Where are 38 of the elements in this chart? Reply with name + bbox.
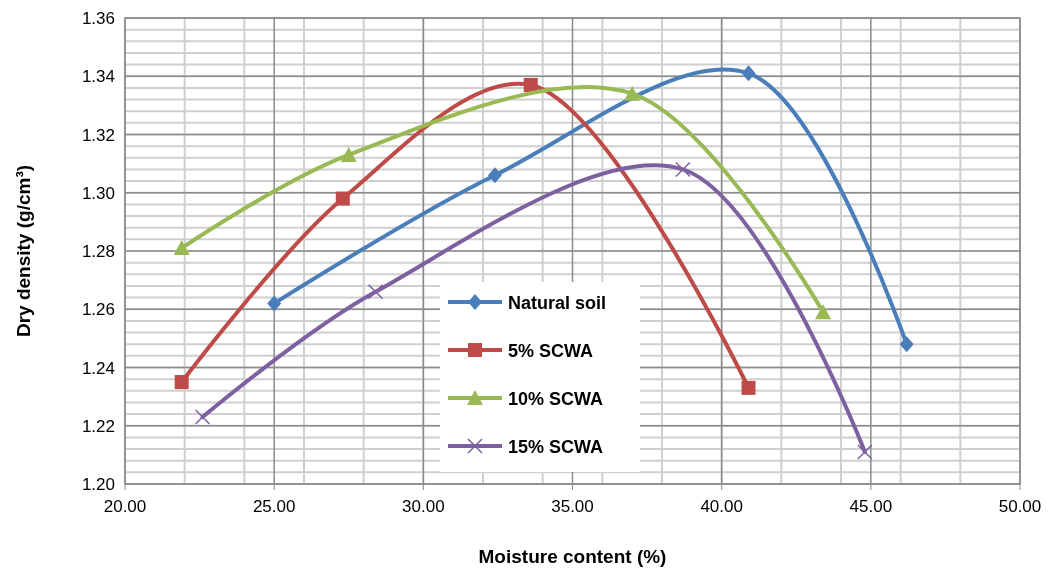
point xyxy=(174,375,189,390)
point xyxy=(624,85,641,101)
y-tick-label: 1.30 xyxy=(81,183,115,203)
legend-label: Natural soil xyxy=(508,293,607,313)
y-tick-label: 1.28 xyxy=(81,242,115,261)
point xyxy=(340,146,357,162)
y-tick-label: 1.26 xyxy=(81,300,115,320)
y-tick-label: 1.32 xyxy=(81,125,115,145)
x-tick-label: 30.00 xyxy=(402,497,445,516)
point xyxy=(267,295,282,312)
x-tick-label: 20.00 xyxy=(103,497,147,516)
point xyxy=(815,304,832,320)
point xyxy=(741,65,756,82)
x-tick-label: 35.00 xyxy=(551,497,594,516)
y-tick-label: 1.24 xyxy=(81,358,115,378)
point xyxy=(857,444,873,460)
point xyxy=(741,380,756,395)
x-tick-label: 40.00 xyxy=(700,497,743,516)
point xyxy=(367,284,384,300)
point xyxy=(523,77,538,92)
point xyxy=(173,240,190,256)
y-tick-label: 1.36 xyxy=(81,9,115,28)
x-tick-label: 45.00 xyxy=(849,497,893,516)
point xyxy=(487,167,502,184)
y-tick-label: 1.20 xyxy=(81,475,115,494)
legend-label: 5% SCWA xyxy=(508,341,594,361)
y-tick-label: 1.22 xyxy=(81,416,115,436)
legend-label: 10% SCWA xyxy=(508,389,604,409)
x-tick-label: 25.00 xyxy=(252,497,296,516)
x-tick-label: 50.00 xyxy=(998,497,1042,516)
x-axis-title: Moisture content (%) xyxy=(478,546,667,567)
y-tick-label: 1.34 xyxy=(81,67,115,87)
point xyxy=(335,191,350,206)
point xyxy=(194,409,211,425)
y-axis-title: Dry density (g/cm³) xyxy=(13,164,34,338)
point xyxy=(899,336,914,353)
point xyxy=(675,161,691,178)
legend-label: 15% SCWA xyxy=(508,437,604,457)
